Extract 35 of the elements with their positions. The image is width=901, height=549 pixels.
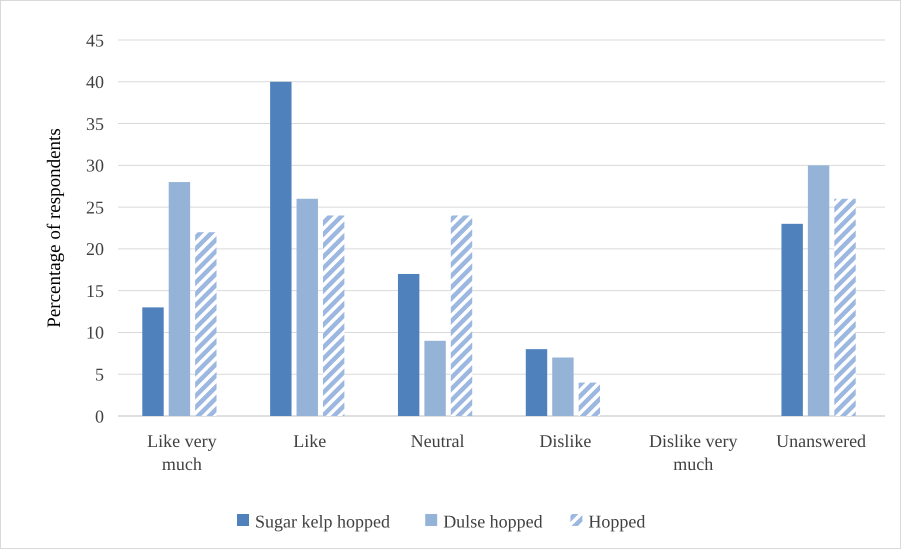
- bar: [168, 182, 190, 416]
- bar: [552, 358, 574, 416]
- bar: [195, 232, 217, 416]
- bar: [322, 215, 344, 416]
- bar: [578, 382, 600, 416]
- y-tick-label: 20: [86, 239, 104, 260]
- y-tick-label: 0: [95, 406, 104, 426]
- y-tick-label: 25: [86, 197, 104, 218]
- y-axis-title: Percentage of respondents: [44, 128, 65, 328]
- bar: [781, 224, 803, 416]
- legend-label: Sugar kelp hopped: [255, 511, 390, 532]
- x-tick-label: Like: [293, 431, 326, 451]
- bar: [450, 215, 472, 416]
- bar: [834, 198, 856, 416]
- y-tick-label: 15: [86, 280, 104, 301]
- bar: [424, 340, 446, 416]
- x-tick-label: Dislike: [539, 431, 592, 451]
- x-tick-label: Like very much: [147, 431, 217, 474]
- x-tick-label: Neutral: [410, 431, 465, 451]
- bar: [808, 165, 830, 416]
- bar: [526, 349, 548, 416]
- bar: [398, 274, 420, 416]
- legend-label: Hopped: [588, 511, 646, 532]
- x-tick-label: Unanswered: [776, 431, 866, 451]
- y-tick-label: 30: [86, 156, 104, 176]
- x-tick-label: Dislike very much: [649, 431, 738, 474]
- bar: [142, 307, 164, 416]
- y-tick-label: 5: [95, 364, 104, 385]
- y-tick-label: 45: [86, 30, 104, 50]
- bar: [270, 82, 292, 416]
- y-tick-label: 10: [86, 322, 104, 343]
- y-tick-label: 40: [86, 72, 104, 92]
- bar: [296, 198, 318, 416]
- legend-label: Dulse hopped: [443, 511, 543, 532]
- y-tick-label: 35: [86, 114, 104, 134]
